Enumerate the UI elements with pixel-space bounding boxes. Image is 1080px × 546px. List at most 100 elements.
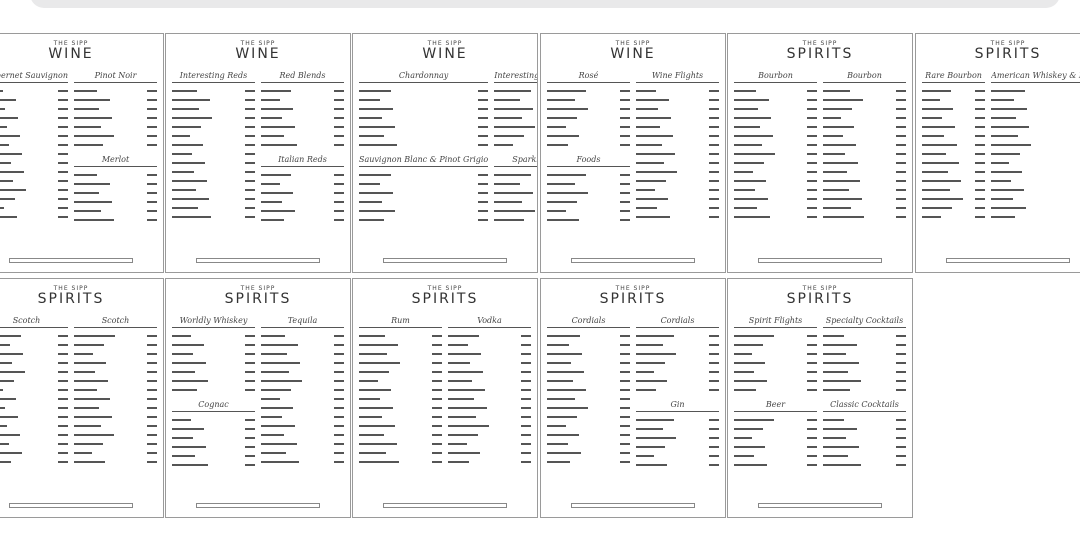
divider (74, 327, 157, 328)
menu-item (636, 104, 719, 113)
menu-item (0, 430, 68, 439)
menu-item (359, 188, 489, 197)
divider (991, 82, 1080, 83)
brand-name: THE SIPP (240, 40, 276, 47)
divider (547, 166, 630, 167)
menu-item (547, 104, 630, 113)
menu-page[interactable]: THE SIPP WINE Rosé Foods Wine Flights (540, 33, 726, 273)
brand-name: THE SIPP (802, 285, 838, 292)
menu-page[interactable]: THE SIPP SPIRITS Cordials Cordials Gin (540, 278, 726, 518)
menu-item (734, 131, 817, 140)
section-title: Beer (765, 400, 786, 409)
menu-item (734, 433, 817, 442)
menu-item (991, 104, 1080, 113)
menu-item (734, 122, 817, 131)
menu-item (734, 113, 817, 122)
menu-item (359, 349, 442, 358)
menu-item (172, 104, 255, 113)
menu-item (74, 122, 157, 131)
section-title: Rare Bourbon (925, 71, 982, 80)
section-title: Cognac (198, 400, 229, 409)
brand-name: THE SIPP (53, 285, 89, 292)
menu-item (448, 394, 531, 403)
menu-column: Specialty Cocktails Classic Cocktails (823, 310, 906, 469)
menu-item (922, 104, 986, 113)
menu-item (991, 86, 1080, 95)
menu-item (0, 167, 68, 176)
menu-item (172, 442, 255, 451)
menu-item (636, 433, 719, 442)
section-title: Interesting Reds (179, 71, 248, 80)
menu-item (547, 412, 630, 421)
section-title: Worldly Whiskey (179, 316, 248, 325)
menu-item (261, 140, 344, 149)
menu-page[interactable]: THE SIPP WINE Chardonnay Sauvignon Blanc … (352, 33, 538, 273)
page-footer (196, 258, 320, 263)
menu-item (0, 340, 68, 349)
menu-item (261, 412, 344, 421)
menu-kind: SPIRITS (786, 46, 854, 62)
menu-page[interactable]: THE SIPP SPIRITS Bourbon Bourbon (727, 33, 913, 273)
menu-item (74, 412, 157, 421)
menu-item (636, 167, 719, 176)
section-title: Specialty Cocktails (825, 316, 904, 325)
menu-column: Tequila (261, 310, 344, 469)
divider (734, 327, 817, 328)
menu-item (636, 176, 719, 185)
menu-page[interactable]: THE SIPP SPIRITS Worldly Whiskey Cognac Te… (165, 278, 351, 518)
menu-item (448, 457, 531, 466)
menu-item (547, 448, 630, 457)
menu-item (359, 403, 442, 412)
divider (74, 82, 157, 83)
divider (172, 327, 255, 328)
menu-item (0, 194, 68, 203)
menu-item (261, 113, 344, 122)
menu-page[interactable]: THE SIPP SPIRITS Scotch Scotch (0, 278, 164, 518)
section-title: Scotch (101, 316, 130, 325)
menu-item (734, 415, 817, 424)
menu-page[interactable]: THE SIPP SPIRITS Rare Bourbon American Wh… (915, 33, 1080, 273)
page-footer (571, 503, 695, 508)
menu-item (74, 376, 157, 385)
divider (547, 327, 630, 328)
menu-item (0, 385, 68, 394)
menu-page[interactable]: THE SIPP WINE Cabernet Sauvignon Pinot No… (0, 33, 164, 273)
menu-column: American Whiskey & Rye (991, 65, 1080, 221)
menu-item (734, 176, 817, 185)
menu-item (172, 367, 255, 376)
menu-item (74, 215, 157, 224)
section-title: Italian Reds (278, 155, 327, 164)
menu-item (74, 421, 157, 430)
menu-item (922, 140, 986, 149)
menu-item (448, 385, 531, 394)
menu-item (172, 113, 255, 122)
menu-item (734, 194, 817, 203)
menu-item (823, 194, 906, 203)
menu-item (734, 212, 817, 221)
menu-item (448, 421, 531, 430)
menu-item (494, 170, 537, 179)
menu-item (172, 149, 255, 158)
divider (172, 411, 255, 412)
section-title: Sparkling (512, 155, 537, 164)
menu-item (494, 113, 537, 122)
menu-page[interactable]: THE SIPP WINE Interesting Reds Red Blends… (165, 33, 351, 273)
menu-item (261, 331, 344, 340)
menu-item (261, 170, 344, 179)
menu-item (823, 158, 906, 167)
menu-item (494, 131, 537, 140)
menu-page[interactable]: THE SIPP SPIRITS Rum Vodka (352, 278, 538, 518)
menu-item (0, 403, 68, 412)
menu-item (636, 349, 719, 358)
menu-item (636, 367, 719, 376)
menu-page[interactable]: THE SIPP SPIRITS Spirit Flights Beer Speci… (727, 278, 913, 518)
menu-item (261, 188, 344, 197)
menu-item (74, 206, 157, 215)
menu-item (922, 86, 986, 95)
menu-kind: WINE (48, 46, 94, 62)
menu-item (74, 331, 157, 340)
menu-kind: SPIRITS (411, 291, 479, 307)
menu-column: Rare Bourbon (922, 65, 986, 221)
menu-item (359, 430, 442, 439)
page-footer (383, 258, 507, 263)
